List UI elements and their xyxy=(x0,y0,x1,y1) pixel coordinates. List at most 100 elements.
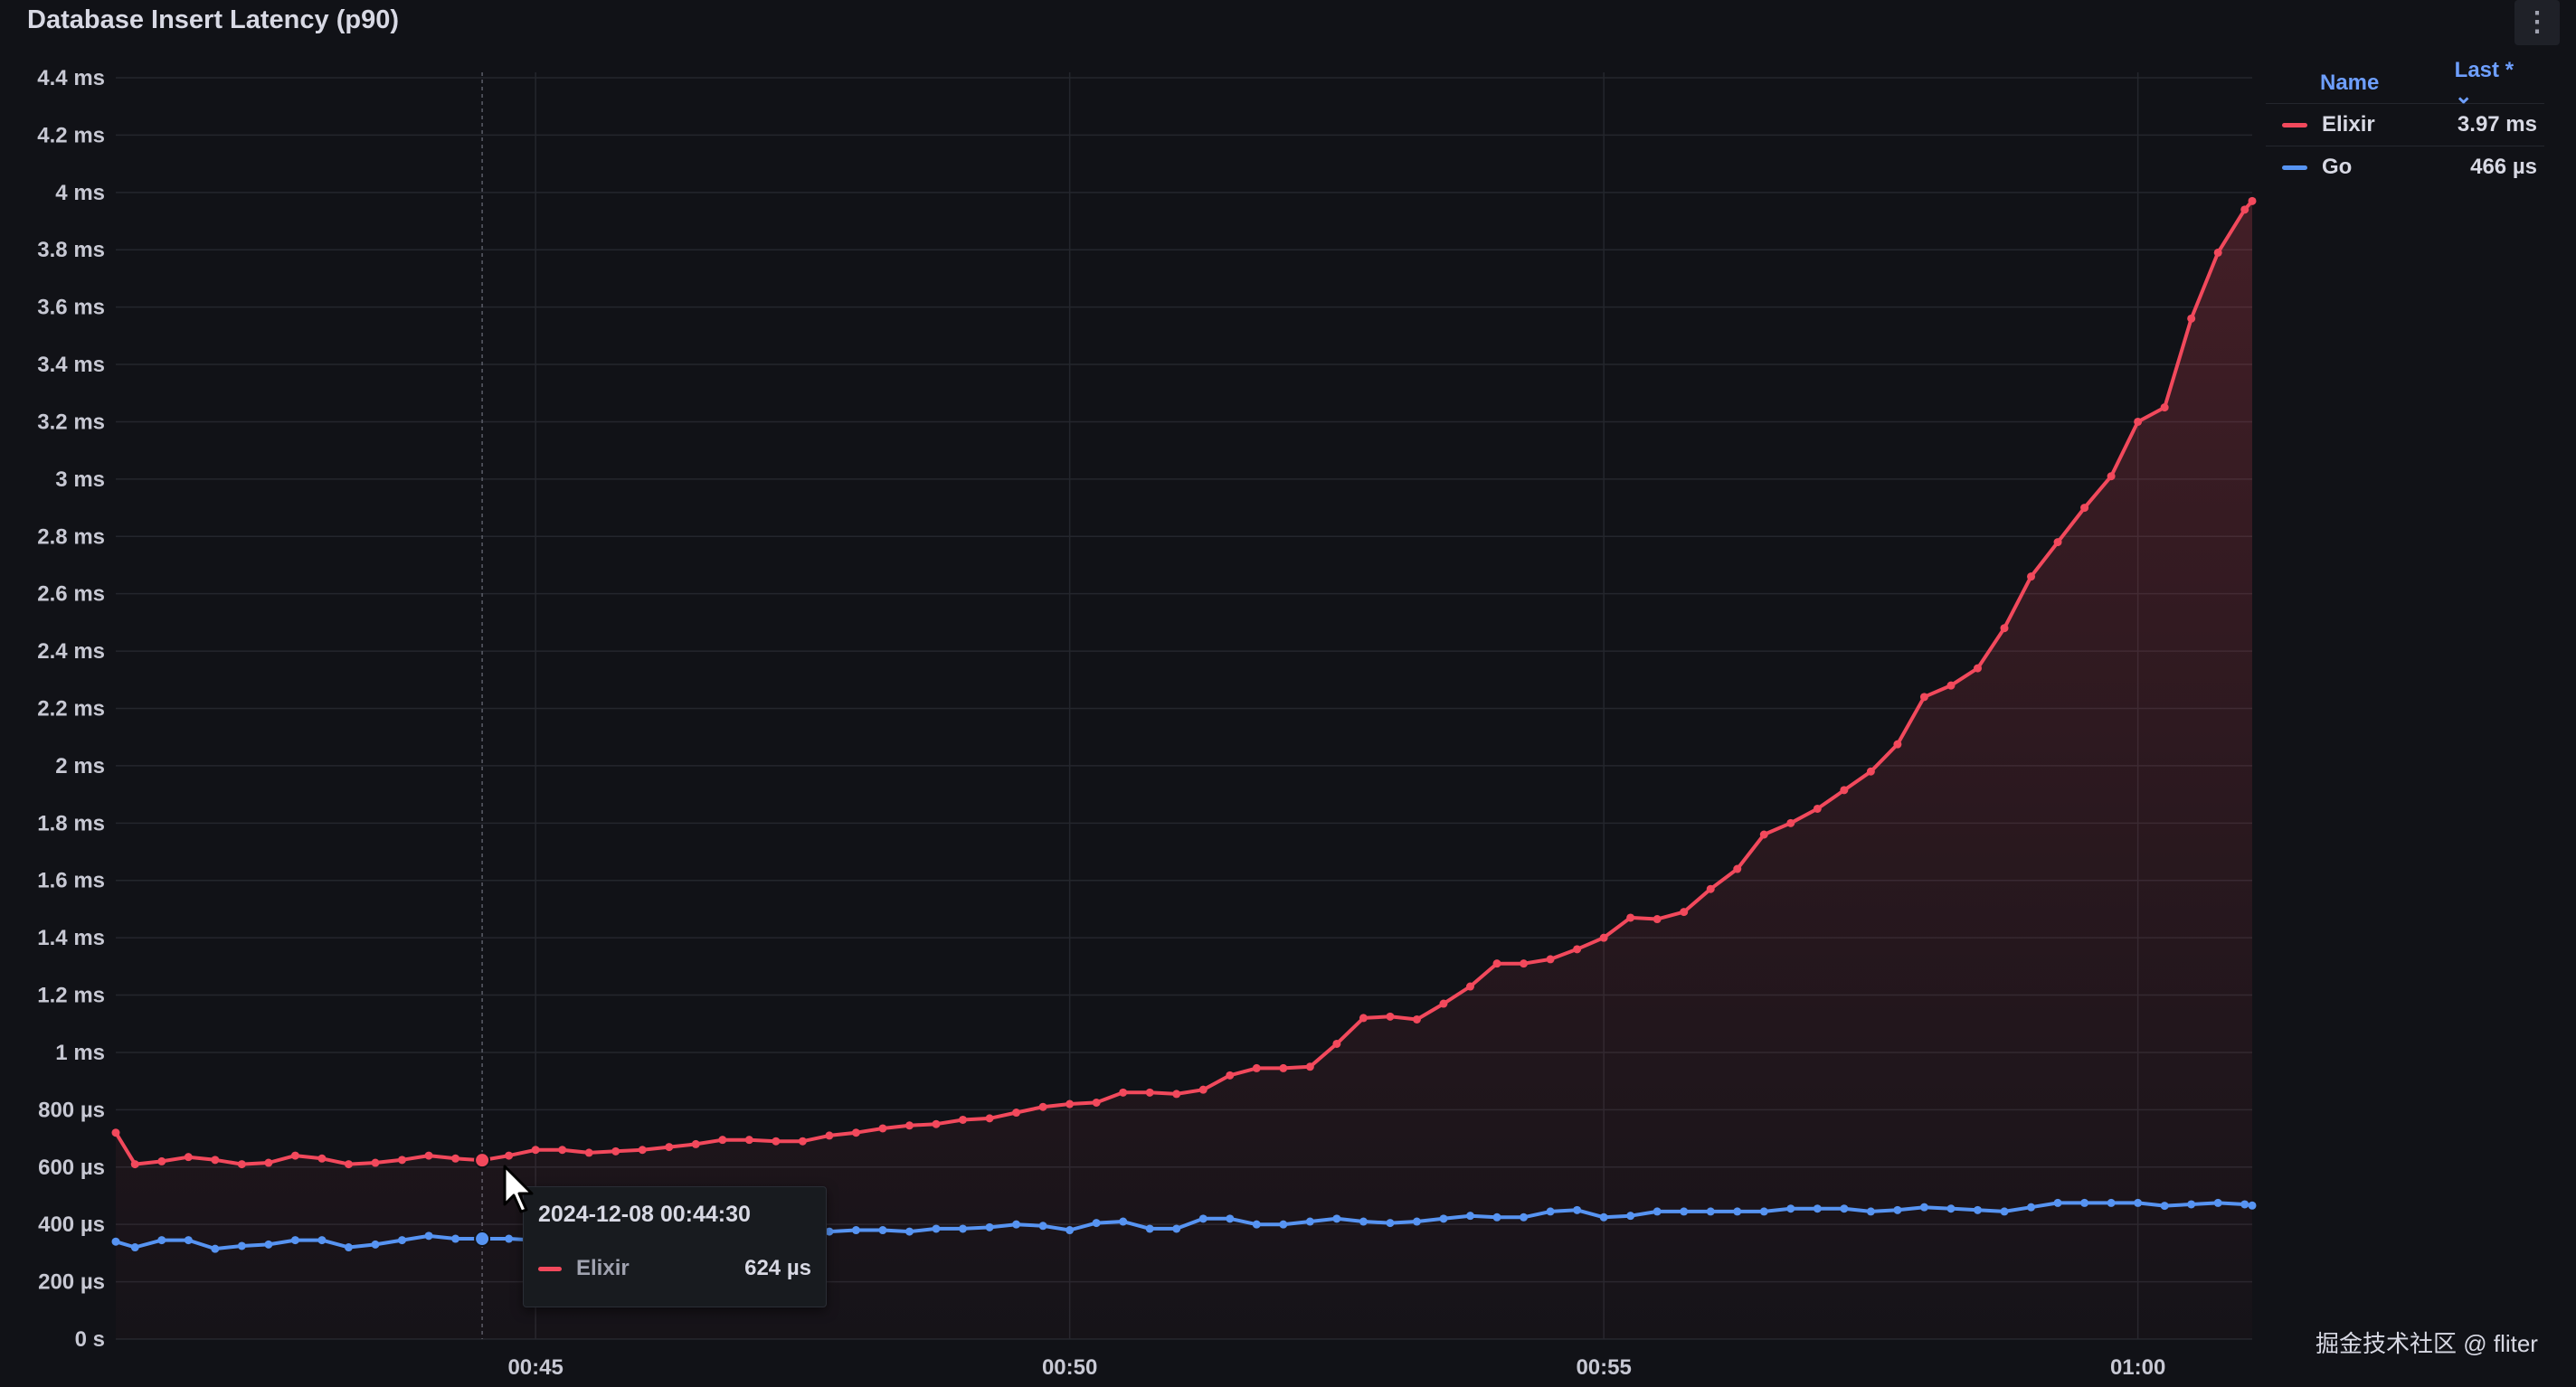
data-point xyxy=(424,1151,433,1160)
y-tick-label: 2.8 ms xyxy=(37,524,105,549)
data-point xyxy=(2213,248,2222,257)
data-point xyxy=(1145,1224,1154,1233)
data-point xyxy=(505,1234,514,1243)
legend-header: Name Last * ⌄ xyxy=(2266,58,2544,109)
legend-table: Name Last * ⌄ Elixir 3.97 ms Go 466 µs xyxy=(2266,58,2544,188)
y-tick-label: 4.4 ms xyxy=(37,66,105,90)
series-line-elixir[interactable] xyxy=(114,199,2254,1166)
data-point xyxy=(772,1137,781,1146)
data-point xyxy=(264,1240,273,1249)
data-point xyxy=(1492,1212,1501,1222)
data-point xyxy=(505,1151,514,1160)
series-line-go[interactable] xyxy=(115,1201,2253,1251)
vertical-ellipsis-icon: ⋮ xyxy=(2524,7,2551,37)
data-point xyxy=(1252,1220,1261,1229)
panel-title: Database Insert Latency (p90) xyxy=(27,5,399,34)
legend-series-name[interactable]: Go xyxy=(2322,155,2353,179)
y-tick-label: 2 ms xyxy=(55,754,105,778)
legend-row-go[interactable]: Go 466 µs xyxy=(2266,146,2544,188)
data-point xyxy=(1226,1214,1235,1223)
data-point xyxy=(1840,786,1849,795)
data-point xyxy=(825,1131,834,1140)
y-tick-label: 2.6 ms xyxy=(37,582,105,607)
legend-col-last[interactable]: Last * ⌄ xyxy=(2454,57,2514,109)
data-point xyxy=(424,1231,433,1241)
data-point xyxy=(851,1226,860,1235)
data-point xyxy=(317,1236,327,1245)
data-point xyxy=(2000,1207,2009,1216)
data-point xyxy=(1092,1219,1101,1228)
panel-menu-button[interactable]: ⋮ xyxy=(2514,0,2560,45)
data-point xyxy=(1759,1207,1768,1216)
data-point xyxy=(1198,1214,1208,1223)
y-tick-label: 3.2 ms xyxy=(37,410,105,434)
data-point xyxy=(1012,1220,1021,1229)
y-tick-label: 3.8 ms xyxy=(37,238,105,262)
data-point xyxy=(2053,538,2062,547)
data-point xyxy=(1546,955,1555,964)
data-point xyxy=(904,1121,914,1130)
y-tick-label: 400 µs xyxy=(38,1212,105,1237)
data-point xyxy=(878,1226,887,1235)
grid-lines xyxy=(116,72,2252,1340)
data-point xyxy=(2053,1198,2062,1207)
data-point xyxy=(1866,1207,1875,1216)
data-point xyxy=(157,1236,166,1245)
x-tick-label: 00:45 xyxy=(507,1355,563,1380)
data-point xyxy=(344,1243,353,1252)
y-tick-label: 600 µs xyxy=(38,1156,105,1180)
data-point xyxy=(878,1124,887,1133)
data-point xyxy=(1172,1090,1181,1099)
data-point xyxy=(2187,314,2196,323)
tooltip-time: 2024-12-08 00:44:30 xyxy=(538,1202,751,1227)
data-point xyxy=(2134,1198,2143,1207)
data-point xyxy=(2240,205,2249,214)
y-tick-label: 2.4 ms xyxy=(37,639,105,664)
series-group xyxy=(111,196,2257,1339)
data-point xyxy=(1252,1063,1261,1072)
data-point xyxy=(1599,933,1608,942)
data-point xyxy=(1359,1014,1368,1023)
data-point xyxy=(2213,1198,2222,1207)
data-point xyxy=(665,1143,674,1152)
data-point xyxy=(638,1146,647,1155)
data-point xyxy=(1439,999,1448,1008)
legend-series-name[interactable]: Elixir xyxy=(2322,112,2375,137)
data-point xyxy=(1973,1205,1982,1214)
data-point xyxy=(1706,884,1715,893)
series-area-elixir xyxy=(116,201,2252,1339)
hover-point xyxy=(474,1152,491,1169)
data-point xyxy=(2160,403,2169,412)
legend-row-elixir[interactable]: Elixir 3.97 ms xyxy=(2266,103,2544,146)
y-tick-label: 3.6 ms xyxy=(37,296,105,320)
data-point xyxy=(1759,830,1768,839)
data-point xyxy=(1866,767,1875,776)
data-point xyxy=(344,1160,353,1169)
data-point xyxy=(744,1136,753,1145)
data-point xyxy=(1226,1071,1235,1080)
data-point xyxy=(1038,1222,1047,1231)
legend-col-name[interactable]: Name xyxy=(2320,71,2380,95)
y-tick-label: 1.2 ms xyxy=(37,984,105,1008)
y-tick-label: 4 ms xyxy=(55,181,105,205)
data-point xyxy=(2187,1200,2196,1209)
y-tick-label: 1 ms xyxy=(55,1041,105,1065)
x-tick-label: 01:00 xyxy=(2110,1355,2165,1380)
data-point xyxy=(211,1244,220,1253)
data-point xyxy=(1680,1207,1689,1216)
data-point xyxy=(2107,1198,2116,1207)
data-point xyxy=(130,1243,139,1252)
data-point xyxy=(1305,1062,1314,1071)
data-point xyxy=(1466,1212,1475,1221)
data-point xyxy=(798,1137,807,1146)
data-point xyxy=(1359,1217,1368,1226)
legend-swatch-elixir xyxy=(2282,122,2307,127)
data-point xyxy=(237,1241,246,1250)
y-tick-label: 1.6 ms xyxy=(37,869,105,893)
y-tick-label: 3.4 ms xyxy=(37,353,105,377)
data-point xyxy=(1439,1214,1448,1223)
data-point xyxy=(691,1139,700,1148)
data-point xyxy=(1198,1085,1208,1094)
